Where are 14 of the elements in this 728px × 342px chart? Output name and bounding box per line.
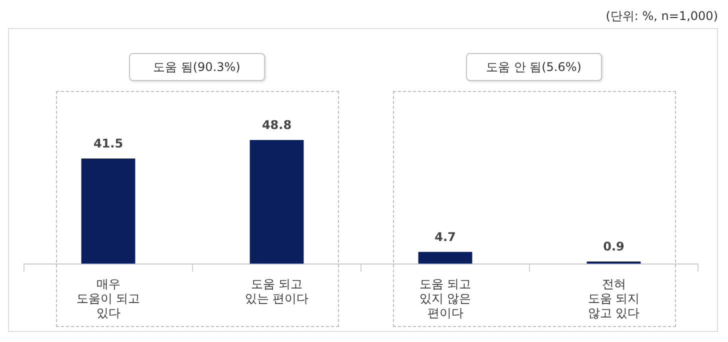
x-tick-label: 매우 도움이 되고 있다 <box>76 277 140 320</box>
data-label: 48.8 <box>262 118 292 132</box>
bar <box>250 140 304 264</box>
bar <box>418 252 472 264</box>
data-label: 41.5 <box>93 136 124 151</box>
bar <box>81 158 136 264</box>
text: 도움 됨(90.3%) <box>128 53 265 81</box>
text: 도움 안 됨(5.6%) <box>466 53 602 81</box>
data-label: 4.7 <box>434 230 456 244</box>
x-tick-label: 도움 되고 있지 않은 편이다 <box>419 277 472 320</box>
text: (단위: %, n=1,000) <box>606 8 718 25</box>
data-label: 0.9 <box>603 240 624 254</box>
x-tick-label: 전혀 도움 되지 않고 있다 <box>588 277 640 320</box>
x-tick-label: 도움 되고 있는 편이다 <box>244 277 309 306</box>
